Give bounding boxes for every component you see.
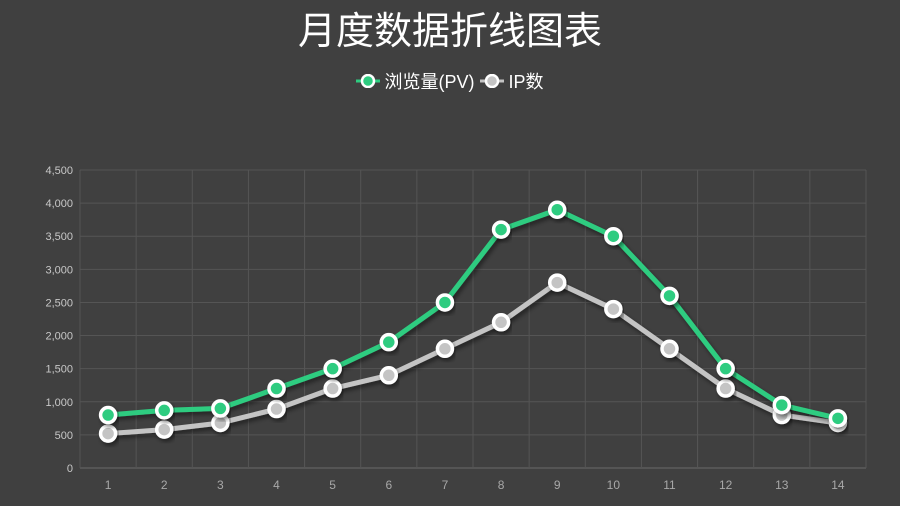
x-tick-label: 8 bbox=[498, 478, 505, 492]
data-point[interactable] bbox=[491, 313, 511, 332]
data-point[interactable] bbox=[154, 420, 174, 439]
y-tick-label: 3,000 bbox=[45, 264, 73, 276]
data-point[interactable] bbox=[547, 273, 567, 292]
data-point[interactable] bbox=[660, 286, 679, 306]
data-point[interactable] bbox=[98, 424, 118, 443]
x-tick-label: 6 bbox=[385, 478, 392, 492]
data-point[interactable] bbox=[491, 220, 511, 239]
data-point[interactable] bbox=[98, 405, 118, 425]
data-point[interactable] bbox=[435, 293, 455, 312]
data-point[interactable] bbox=[211, 413, 230, 433]
data-point[interactable] bbox=[211, 399, 230, 418]
data-point[interactable] bbox=[379, 332, 399, 352]
legend-item-ip[interactable]: IP数 bbox=[480, 68, 544, 94]
y-tick-label: 500 bbox=[55, 430, 73, 442]
y-tick-label: 1,000 bbox=[45, 397, 73, 409]
x-tick-label: 10 bbox=[607, 478, 621, 492]
y-tick-label: 3,500 bbox=[45, 231, 73, 243]
grid-lines bbox=[79, 169, 867, 469]
data-point[interactable] bbox=[604, 299, 623, 319]
legend-marker-pv-icon bbox=[356, 74, 381, 88]
x-tick-label: 13 bbox=[775, 478, 789, 492]
data-point[interactable] bbox=[379, 366, 399, 385]
x-tick-label: 7 bbox=[442, 478, 449, 492]
series-pv bbox=[98, 200, 848, 428]
x-tick-label: 2 bbox=[161, 478, 168, 492]
legend-label-pv: 浏览量(PV) bbox=[384, 72, 475, 92]
data-point[interactable] bbox=[435, 339, 455, 359]
data-point[interactable] bbox=[772, 395, 792, 415]
data-point[interactable] bbox=[716, 379, 735, 398]
legend-label-ip: IP数 bbox=[508, 72, 544, 92]
data-point[interactable] bbox=[604, 226, 623, 246]
data-point[interactable] bbox=[267, 379, 286, 398]
y-tick-label: 4,500 bbox=[45, 165, 73, 177]
data-point[interactable] bbox=[716, 359, 735, 378]
data-point[interactable] bbox=[547, 200, 567, 219]
x-tick-label: 1 bbox=[105, 478, 112, 492]
x-tick-label: 11 bbox=[663, 478, 676, 492]
chart-legend: 浏览量(PV) IP数 bbox=[0, 68, 900, 94]
data-point[interactable] bbox=[323, 379, 342, 398]
x-tick-label: 5 bbox=[329, 478, 336, 492]
y-tick-label: 1,500 bbox=[45, 364, 73, 376]
chart-title: 月度数据折线图表 bbox=[297, 11, 602, 53]
legend-marker-ip-icon bbox=[480, 74, 505, 88]
y-tick-label: 2,000 bbox=[45, 331, 73, 343]
data-point[interactable] bbox=[267, 399, 286, 419]
data-point[interactable] bbox=[828, 409, 848, 428]
series-ip bbox=[98, 273, 848, 443]
legend-item-pv[interactable]: 浏览量(PV) bbox=[356, 68, 474, 94]
x-tick-label: 14 bbox=[831, 478, 845, 492]
y-tick-label: 0 bbox=[67, 463, 73, 475]
x-tick-label: 4 bbox=[273, 478, 280, 492]
x-tick-label: 9 bbox=[554, 478, 561, 492]
y-tick-label: 4,000 bbox=[45, 198, 73, 210]
data-point[interactable] bbox=[660, 339, 679, 359]
y-tick-label: 2,500 bbox=[45, 297, 73, 309]
data-point[interactable] bbox=[154, 401, 174, 420]
data-point[interactable] bbox=[323, 359, 342, 378]
x-tick-label: 12 bbox=[719, 478, 733, 492]
x-tick-label: 3 bbox=[217, 478, 224, 492]
